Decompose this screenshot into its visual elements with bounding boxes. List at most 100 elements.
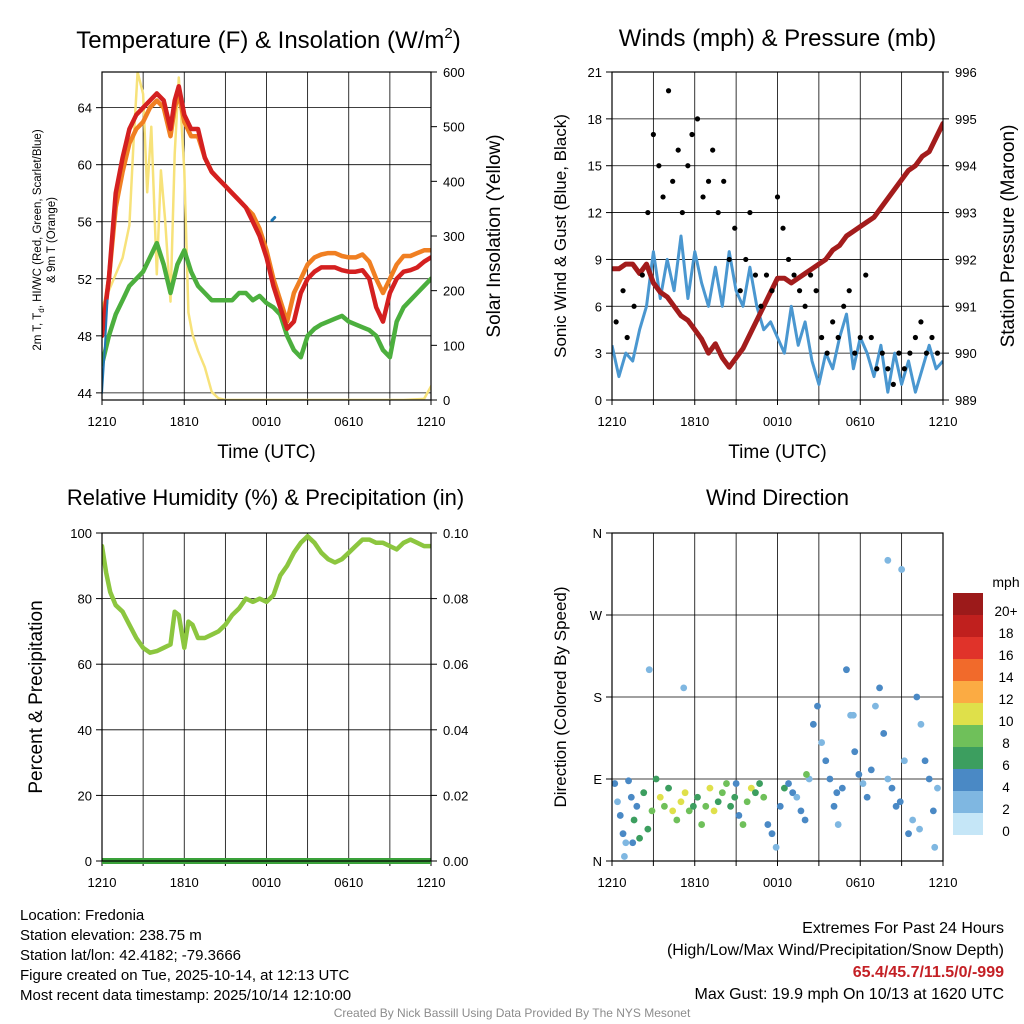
gust-point — [715, 209, 721, 216]
direction-point — [747, 784, 755, 792]
wind-direction-legend-label: 14 — [998, 670, 1014, 685]
direction-point — [673, 816, 681, 824]
direction-point — [780, 784, 788, 792]
direction-point — [834, 821, 842, 828]
rh-y2tick-label: 0.04 — [443, 723, 468, 738]
temperature-ylabel: 2m T, Td, HI/WC (Red, Green, Scarlet/Blu… — [32, 129, 46, 350]
wind-direction-legend-swatch — [953, 769, 983, 791]
winds-y2tick-label: 993 — [955, 206, 977, 221]
wind-direction-legend-label: 20+ — [995, 604, 1018, 619]
temperature-y2tick-label: 100 — [443, 338, 465, 353]
temperature-y2tick-label: 600 — [443, 65, 465, 80]
gust-point — [679, 209, 685, 216]
direction-point — [731, 793, 739, 801]
direction-point — [619, 830, 627, 838]
wind-direction-points-group — [612, 556, 941, 860]
temperature-y2tick-label: 500 — [443, 120, 465, 135]
direction-point — [826, 775, 834, 783]
gust-point — [752, 272, 759, 278]
direction-point — [680, 684, 688, 692]
wind-direction-legend-label: 16 — [998, 648, 1013, 663]
winds-border — [611, 71, 944, 401]
created-text: Figure created on Tue, 2025-10-14, at 12… — [20, 967, 350, 984]
direction-point — [665, 784, 672, 792]
wind-direction-legend-swatch — [953, 659, 983, 681]
gust-point — [824, 350, 830, 356]
rh-ytick-label: 0 — [85, 854, 92, 869]
rh-ylabel: Percent & Precipitation — [26, 600, 47, 793]
direction-point — [789, 789, 797, 797]
wind-direction-legend-swatch — [953, 747, 983, 769]
direction-point — [614, 798, 621, 806]
elevation-text: Station elevation: 238.75 m — [20, 927, 202, 944]
direction-point — [694, 793, 701, 801]
rh-xtick-label: 0010 — [252, 875, 281, 890]
winds-xtick-label: 0010 — [763, 414, 792, 429]
temperature-y2tick-label: 0 — [443, 393, 450, 408]
rh-border — [101, 532, 432, 862]
winds-ylabel: Sonic Wind & Gust (Blue, Black) — [551, 114, 570, 358]
direction-point — [833, 789, 841, 797]
wind-direction-legend-swatch — [953, 593, 983, 615]
direction-point — [855, 771, 863, 778]
gust-point — [660, 194, 666, 200]
direction-point — [645, 666, 653, 674]
wind-direction-legend-swatch — [953, 725, 983, 747]
direction-point — [727, 802, 735, 810]
gust-point — [835, 334, 841, 341]
temperature-y2tick-label: 400 — [443, 174, 465, 189]
gust-point — [620, 288, 626, 294]
direction-point — [822, 757, 830, 765]
winds-ytick-label: 3 — [595, 346, 602, 361]
direction-point — [921, 757, 929, 765]
direction-point — [616, 812, 624, 819]
winds-xtick-label: 0610 — [846, 414, 875, 429]
gust-point — [830, 319, 836, 325]
winds-ytick-label: 18 — [588, 112, 602, 127]
direction-point — [772, 843, 780, 851]
direction-point — [818, 739, 826, 746]
direction-point — [622, 839, 630, 847]
gust-point — [857, 334, 863, 341]
gust-point — [758, 303, 764, 309]
gust-point — [907, 350, 913, 356]
direction-point — [698, 821, 706, 828]
direction-point — [803, 771, 810, 778]
direction-point — [630, 816, 638, 824]
gust-point — [670, 178, 676, 184]
rh-title: Relative Humidity (%) & Precipitation (i… — [67, 485, 464, 510]
direction-point — [913, 693, 921, 701]
direction-point — [888, 784, 896, 792]
temperature-ytick-label: 44 — [78, 386, 92, 401]
direction-point — [934, 784, 941, 792]
gust-point — [929, 334, 935, 341]
direction-point — [718, 789, 726, 797]
gust-point — [863, 272, 869, 278]
direction-point — [849, 711, 857, 719]
winds-series-group — [612, 88, 943, 394]
winds-ytick-label: 9 — [595, 252, 602, 267]
direction-point — [905, 830, 912, 838]
gust-point — [780, 225, 786, 231]
rh-y2tick-label: 0.10 — [443, 526, 468, 541]
extremes-values: 65.4/45.7/11.5/0/-999 — [852, 964, 1004, 981]
winds-y2tick-label: 989 — [955, 393, 977, 408]
rh-ytick-label: 60 — [78, 657, 92, 672]
gust-point — [852, 350, 858, 356]
direction-point — [929, 807, 937, 815]
direction-point — [625, 777, 632, 785]
temperature-series-2m-t — [102, 84, 431, 339]
direction-point — [880, 730, 888, 737]
gust-point — [624, 334, 630, 341]
gust-point — [819, 334, 825, 341]
wind-direction-xtick-label: 0610 — [846, 875, 875, 890]
gust-point — [923, 350, 930, 356]
wind-direction-legend-swatch — [953, 615, 983, 637]
direction-point — [689, 802, 697, 810]
gust-point — [802, 303, 808, 309]
direction-point — [764, 821, 772, 828]
winds-ytick-label: 0 — [595, 393, 602, 408]
temperature-ytick-label: 64 — [78, 101, 92, 116]
temperature-xtick-label: 1810 — [170, 414, 199, 429]
